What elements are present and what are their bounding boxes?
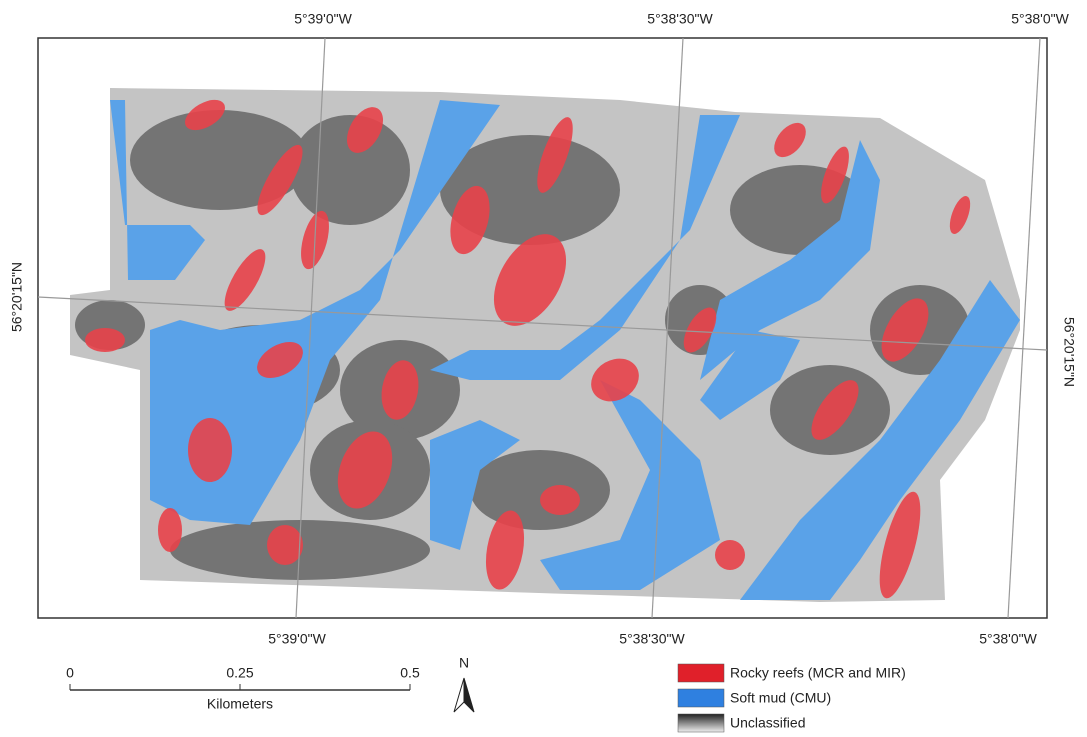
north-arrow <box>464 678 474 712</box>
graticule-label: 5°38'30"W <box>647 11 713 27</box>
legend-swatch <box>678 664 724 682</box>
legend-swatch <box>678 714 724 732</box>
graticule-label: 5°39'0"W <box>294 11 352 27</box>
scale-unit: Kilometers <box>207 696 273 712</box>
north-arrow <box>454 678 464 712</box>
scale-bar <box>70 684 410 690</box>
graticule-label: 5°38'30"W <box>619 631 685 647</box>
graticule-label: 5°38'0"W <box>979 631 1037 647</box>
legend-label: Rocky reefs (MCR and MIR) <box>730 665 906 681</box>
graticule-label: 5°38'0"W <box>1011 11 1069 27</box>
graticule-label: 5°39'0"W <box>268 631 326 647</box>
map-figure: 5°39'0"W 5°38'30"W 5°38'0"W 5°39'0"W 5°3… <box>0 0 1087 737</box>
legend-label: Unclassified <box>730 715 805 731</box>
north-label: N <box>459 655 469 671</box>
graticule-label: 56°20'15"N <box>1061 317 1077 387</box>
legend-swatch <box>678 689 724 707</box>
graticule-label: 56°20'15"N <box>9 262 25 332</box>
scale-tick-label: 0 <box>66 665 74 681</box>
scale-tick-label: 0.5 <box>400 665 420 681</box>
scale-tick-label: 0.25 <box>226 665 253 681</box>
legend-label: Soft mud (CMU) <box>730 690 831 706</box>
legend: Rocky reefs (MCR and MIR) Soft mud (CMU) U… <box>678 664 906 732</box>
